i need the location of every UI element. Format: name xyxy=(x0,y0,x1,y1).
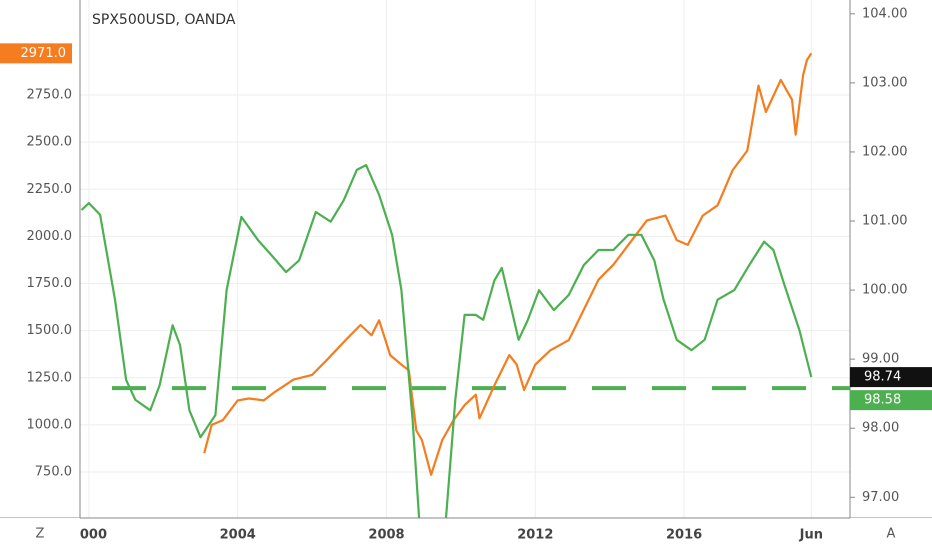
y2-tick-label: 100.00 xyxy=(862,283,908,298)
price-tag-label: 98.58 xyxy=(864,393,901,408)
y2-tick-label: 101.00 xyxy=(862,214,908,229)
y2-tick-label: 103.00 xyxy=(862,75,908,90)
y-tick-label: 2250.0 xyxy=(27,182,73,197)
x-tick-label: Jun xyxy=(799,528,823,543)
price-tag xyxy=(0,43,72,64)
series-line xyxy=(203,52,813,476)
auto-button[interactable]: A xyxy=(887,527,896,542)
y-tick-label: 2000.0 xyxy=(27,229,73,244)
y2-tick-label: 99.00 xyxy=(862,352,899,367)
y2-tick-label: 98.00 xyxy=(862,421,899,436)
y2-tick-label: 97.00 xyxy=(862,490,899,505)
corner-right xyxy=(850,518,932,550)
price-tag xyxy=(850,390,932,411)
x-tick-label: 2004 xyxy=(220,528,256,543)
y-tick-label: 1750.0 xyxy=(27,276,73,291)
price-tag-label: 2971.0 xyxy=(21,46,67,61)
series-line xyxy=(80,164,813,518)
scale-button[interactable]: Z xyxy=(36,527,45,542)
y-tick-label: 1000.0 xyxy=(27,417,73,432)
y-tick-label: 1250.0 xyxy=(27,370,73,385)
price-tag-label: 98.74 xyxy=(864,370,901,385)
y2-tick-label: 104.00 xyxy=(862,6,908,21)
y-tick-label: 1500.0 xyxy=(27,323,73,338)
x-tick-label: 2012 xyxy=(517,528,553,543)
y-tick-label: 2500.0 xyxy=(27,135,73,150)
chart-title: SPX500USD, OANDA xyxy=(92,12,236,28)
x-tick-label: 2016 xyxy=(666,528,702,543)
price-tag xyxy=(850,367,932,388)
corner-left xyxy=(0,518,80,550)
y-tick-label: 750.0 xyxy=(35,465,72,480)
y-tick-label: 2750.0 xyxy=(27,88,73,103)
y2-tick-label: 102.00 xyxy=(862,144,908,159)
x-tick-label: 2008 xyxy=(368,528,404,543)
